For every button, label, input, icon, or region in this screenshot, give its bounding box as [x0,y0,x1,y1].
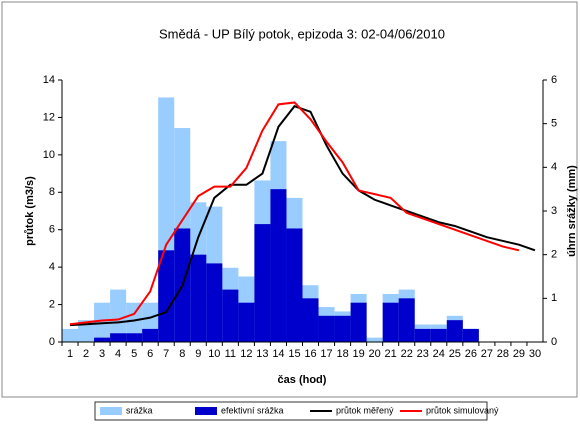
bar [414,328,431,342]
x-axis-label: čas (hod) [278,374,327,386]
legend-label: srážka [126,405,153,415]
x-tick-label: 5 [131,348,137,360]
bar [238,302,255,342]
y-tick-label: 6 [49,224,55,236]
x-tick-label: 16 [304,348,316,360]
bar [446,320,463,342]
x-tick-label: 29 [513,348,525,360]
bar [366,337,383,342]
y2-tick-label: 3 [551,205,557,217]
x-tick-label: 17 [320,348,332,360]
x-tick-label: 22 [401,348,413,360]
bar [430,328,447,342]
bar [350,302,367,342]
y2-axis-label: úhrn srážky (mm) [566,165,578,257]
x-tick-label: 6 [147,348,153,360]
bar [334,315,351,342]
legend-box [94,401,488,421]
bar [206,263,223,342]
bar [126,302,143,342]
bar [110,289,127,342]
x-tick-label: 4 [115,348,121,360]
bar [382,302,399,342]
y-tick-label: 4 [49,261,55,273]
x-tick-label: 24 [433,348,445,360]
x-tick-label: 19 [352,348,364,360]
y2-tick-label: 0 [551,336,557,348]
bar [94,337,111,342]
line [69,105,536,327]
x-tick-label: 13 [256,348,268,360]
bar [302,298,319,342]
x-tick-label: 10 [208,348,220,360]
x-tick-label: 23 [417,348,429,360]
legend-label: průtok simulovaný [426,405,499,415]
x-tick-label: 3 [99,348,105,360]
x-tick-label: 7 [163,348,169,360]
bar [126,333,143,342]
bar [78,320,95,342]
x-tick-label: 21 [385,348,397,360]
bar [190,254,207,342]
x-tick-label: 26 [465,348,477,360]
y2-tick-label: 4 [551,161,557,173]
bar [270,189,287,342]
x-tick-label: 1 [67,348,73,360]
bar [62,328,79,342]
x-tick-label: 25 [449,348,461,360]
y-axis-label: průtok (m3/s) [24,176,36,246]
bar [254,224,271,342]
chart-title: Smědá - UP Bílý potok, epizoda 3: 02-04/… [159,26,445,41]
bar [142,328,159,342]
y-tick-label: 2 [49,298,55,310]
y2-tick-label: 2 [551,249,557,261]
bar [158,250,175,342]
legend-swatch [195,407,217,415]
y2-tick-label: 5 [551,118,557,130]
y2-tick-label: 6 [551,74,557,86]
y-tick-label: 14 [43,74,55,86]
x-tick-label: 20 [369,348,381,360]
y2-tick-label: 1 [551,292,557,304]
x-tick-label: 28 [497,348,509,360]
x-tick-label: 27 [481,348,493,360]
y-tick-label: 0 [49,336,55,348]
bar [110,333,127,342]
x-tick-label: 18 [336,348,348,360]
y-tick-label: 8 [49,186,55,198]
legend-label: průtok měřený [336,405,394,415]
bar [318,315,335,342]
x-tick-label: 12 [240,348,252,360]
x-tick-label: 15 [288,348,300,360]
bar [462,328,479,342]
x-tick-label: 30 [529,348,541,360]
line [69,101,520,326]
x-tick-label: 14 [272,348,284,360]
bar [222,289,239,342]
legend-swatch [100,407,122,415]
x-tick-label: 11 [225,348,236,360]
y-tick-label: 10 [43,149,55,161]
y-tick-label: 12 [43,111,55,123]
x-tick-label: 8 [179,348,185,360]
bar [286,228,303,342]
bar [398,298,415,342]
x-tick-label: 2 [83,348,89,360]
legend-label: efektivní srážka [221,405,284,415]
x-tick-label: 9 [195,348,201,360]
